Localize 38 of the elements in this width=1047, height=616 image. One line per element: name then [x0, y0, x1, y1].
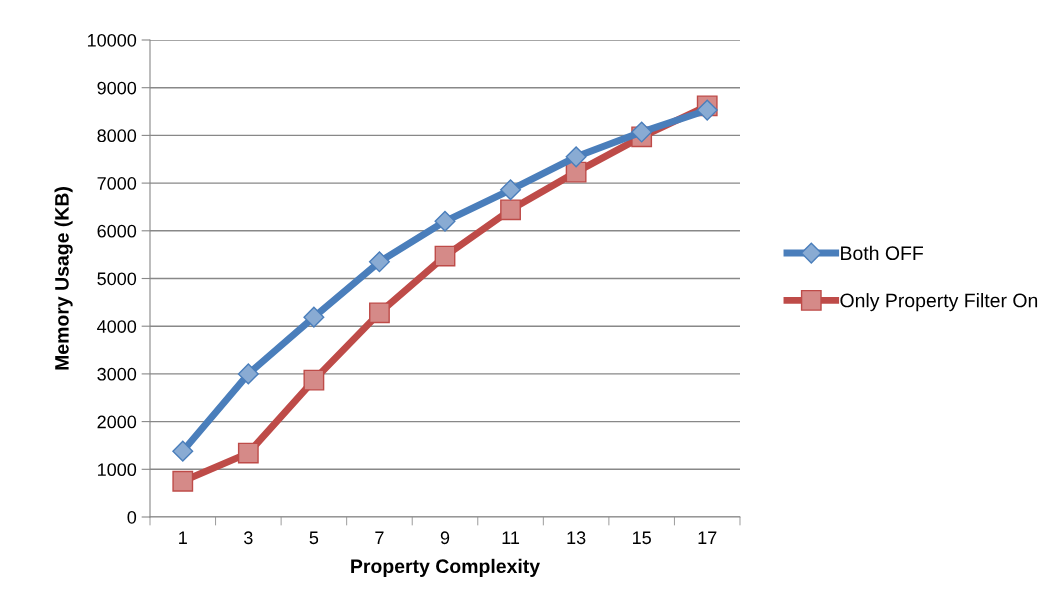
legend-label: Both OFF: [841, 245, 923, 261]
y-tick-label: 0: [127, 510, 137, 524]
x-axis-title: Property Complexity: [351, 558, 540, 577]
point: [237, 363, 259, 385]
point: [303, 369, 325, 391]
y-axis-title: Memory Usage (KB): [54, 187, 73, 370]
x-tick-label: 9: [440, 531, 450, 545]
point: [500, 179, 522, 201]
y-tick-label: 10000: [87, 33, 137, 47]
x-tick-label: 7: [375, 531, 384, 544]
x-tick-label: 3: [244, 531, 253, 545]
y-tick-label: 3000: [97, 367, 137, 381]
point: [369, 302, 390, 324]
x-tick-label: 15: [633, 531, 651, 545]
y-tick-label: 9000: [97, 81, 137, 95]
x-tick-label: 13: [567, 531, 586, 545]
point: [500, 199, 521, 221]
point: [303, 306, 325, 328]
y-tick-label: 6000: [97, 224, 137, 238]
legend-label: Only Property Filter On: [840, 293, 1038, 312]
x-tick-label: 1: [179, 531, 187, 544]
x-tick-label: 5: [309, 531, 319, 545]
y-tick-label: 4000: [97, 320, 137, 333]
point: [237, 442, 259, 464]
x-tick-label: 17: [698, 531, 717, 544]
y-tick-label: 7000: [97, 177, 137, 190]
y-tick-label: 2000: [97, 415, 137, 429]
point: [631, 121, 653, 143]
y-tick-label: 1000: [98, 463, 137, 477]
point: [565, 146, 587, 168]
y-tick-label: 8000: [97, 129, 137, 143]
point: [434, 245, 456, 267]
point: [368, 251, 390, 273]
point: [172, 440, 194, 462]
point: [434, 210, 456, 232]
y-tick-label: 5000: [97, 272, 137, 286]
point: [172, 470, 194, 492]
x-tick-label: 11: [502, 531, 520, 544]
